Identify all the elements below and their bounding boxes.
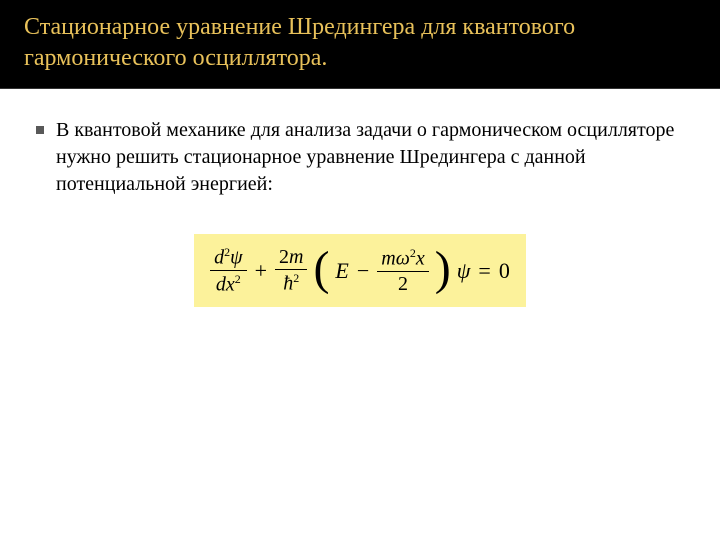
coef-2: 2 <box>279 246 289 268</box>
body-text: В квантовой механике для анализа задачи … <box>56 117 684 198</box>
schrodinger-equation: d2ψ dx2 + 2m ħ2 ( E − <box>194 234 526 306</box>
content-area: В квантовой механике для анализа задачи … <box>0 89 720 306</box>
fraction-2m-hbar2: 2m ħ2 <box>275 245 307 296</box>
exp-2: 2 <box>293 271 299 285</box>
den-2: 2 <box>394 272 412 296</box>
operator-minus: − <box>355 258 371 284</box>
fraction-d2psi-dx2: d2ψ dx2 <box>210 244 246 296</box>
equation-container: d2ψ dx2 + 2m ħ2 ( E − <box>36 234 684 306</box>
operator-equals: = <box>476 258 492 284</box>
bullet-item: В квантовой механике для анализа задачи … <box>36 117 684 198</box>
var-m: m <box>381 248 395 270</box>
var-E: E <box>335 258 348 284</box>
var-psi: ψ <box>230 247 242 269</box>
slide-title: Стационарное уравнение Шредингера для кв… <box>24 12 696 74</box>
var-d: d <box>214 247 224 269</box>
var-dx: dx <box>216 274 235 296</box>
var-hbar: ħ <box>283 273 293 295</box>
title-bar: Стационарное уравнение Шредингера для кв… <box>0 0 720 89</box>
var-omega: ω <box>396 248 410 270</box>
var-psi: ψ <box>457 258 471 284</box>
bullet-icon <box>36 126 44 134</box>
exp-2: 2 <box>235 272 241 286</box>
fraction-mw2x-2: mω2x 2 <box>377 245 428 296</box>
var-m: m <box>289 246 303 268</box>
const-zero: 0 <box>499 258 510 284</box>
var-x: x <box>416 248 425 270</box>
operator-plus: + <box>253 258 269 284</box>
